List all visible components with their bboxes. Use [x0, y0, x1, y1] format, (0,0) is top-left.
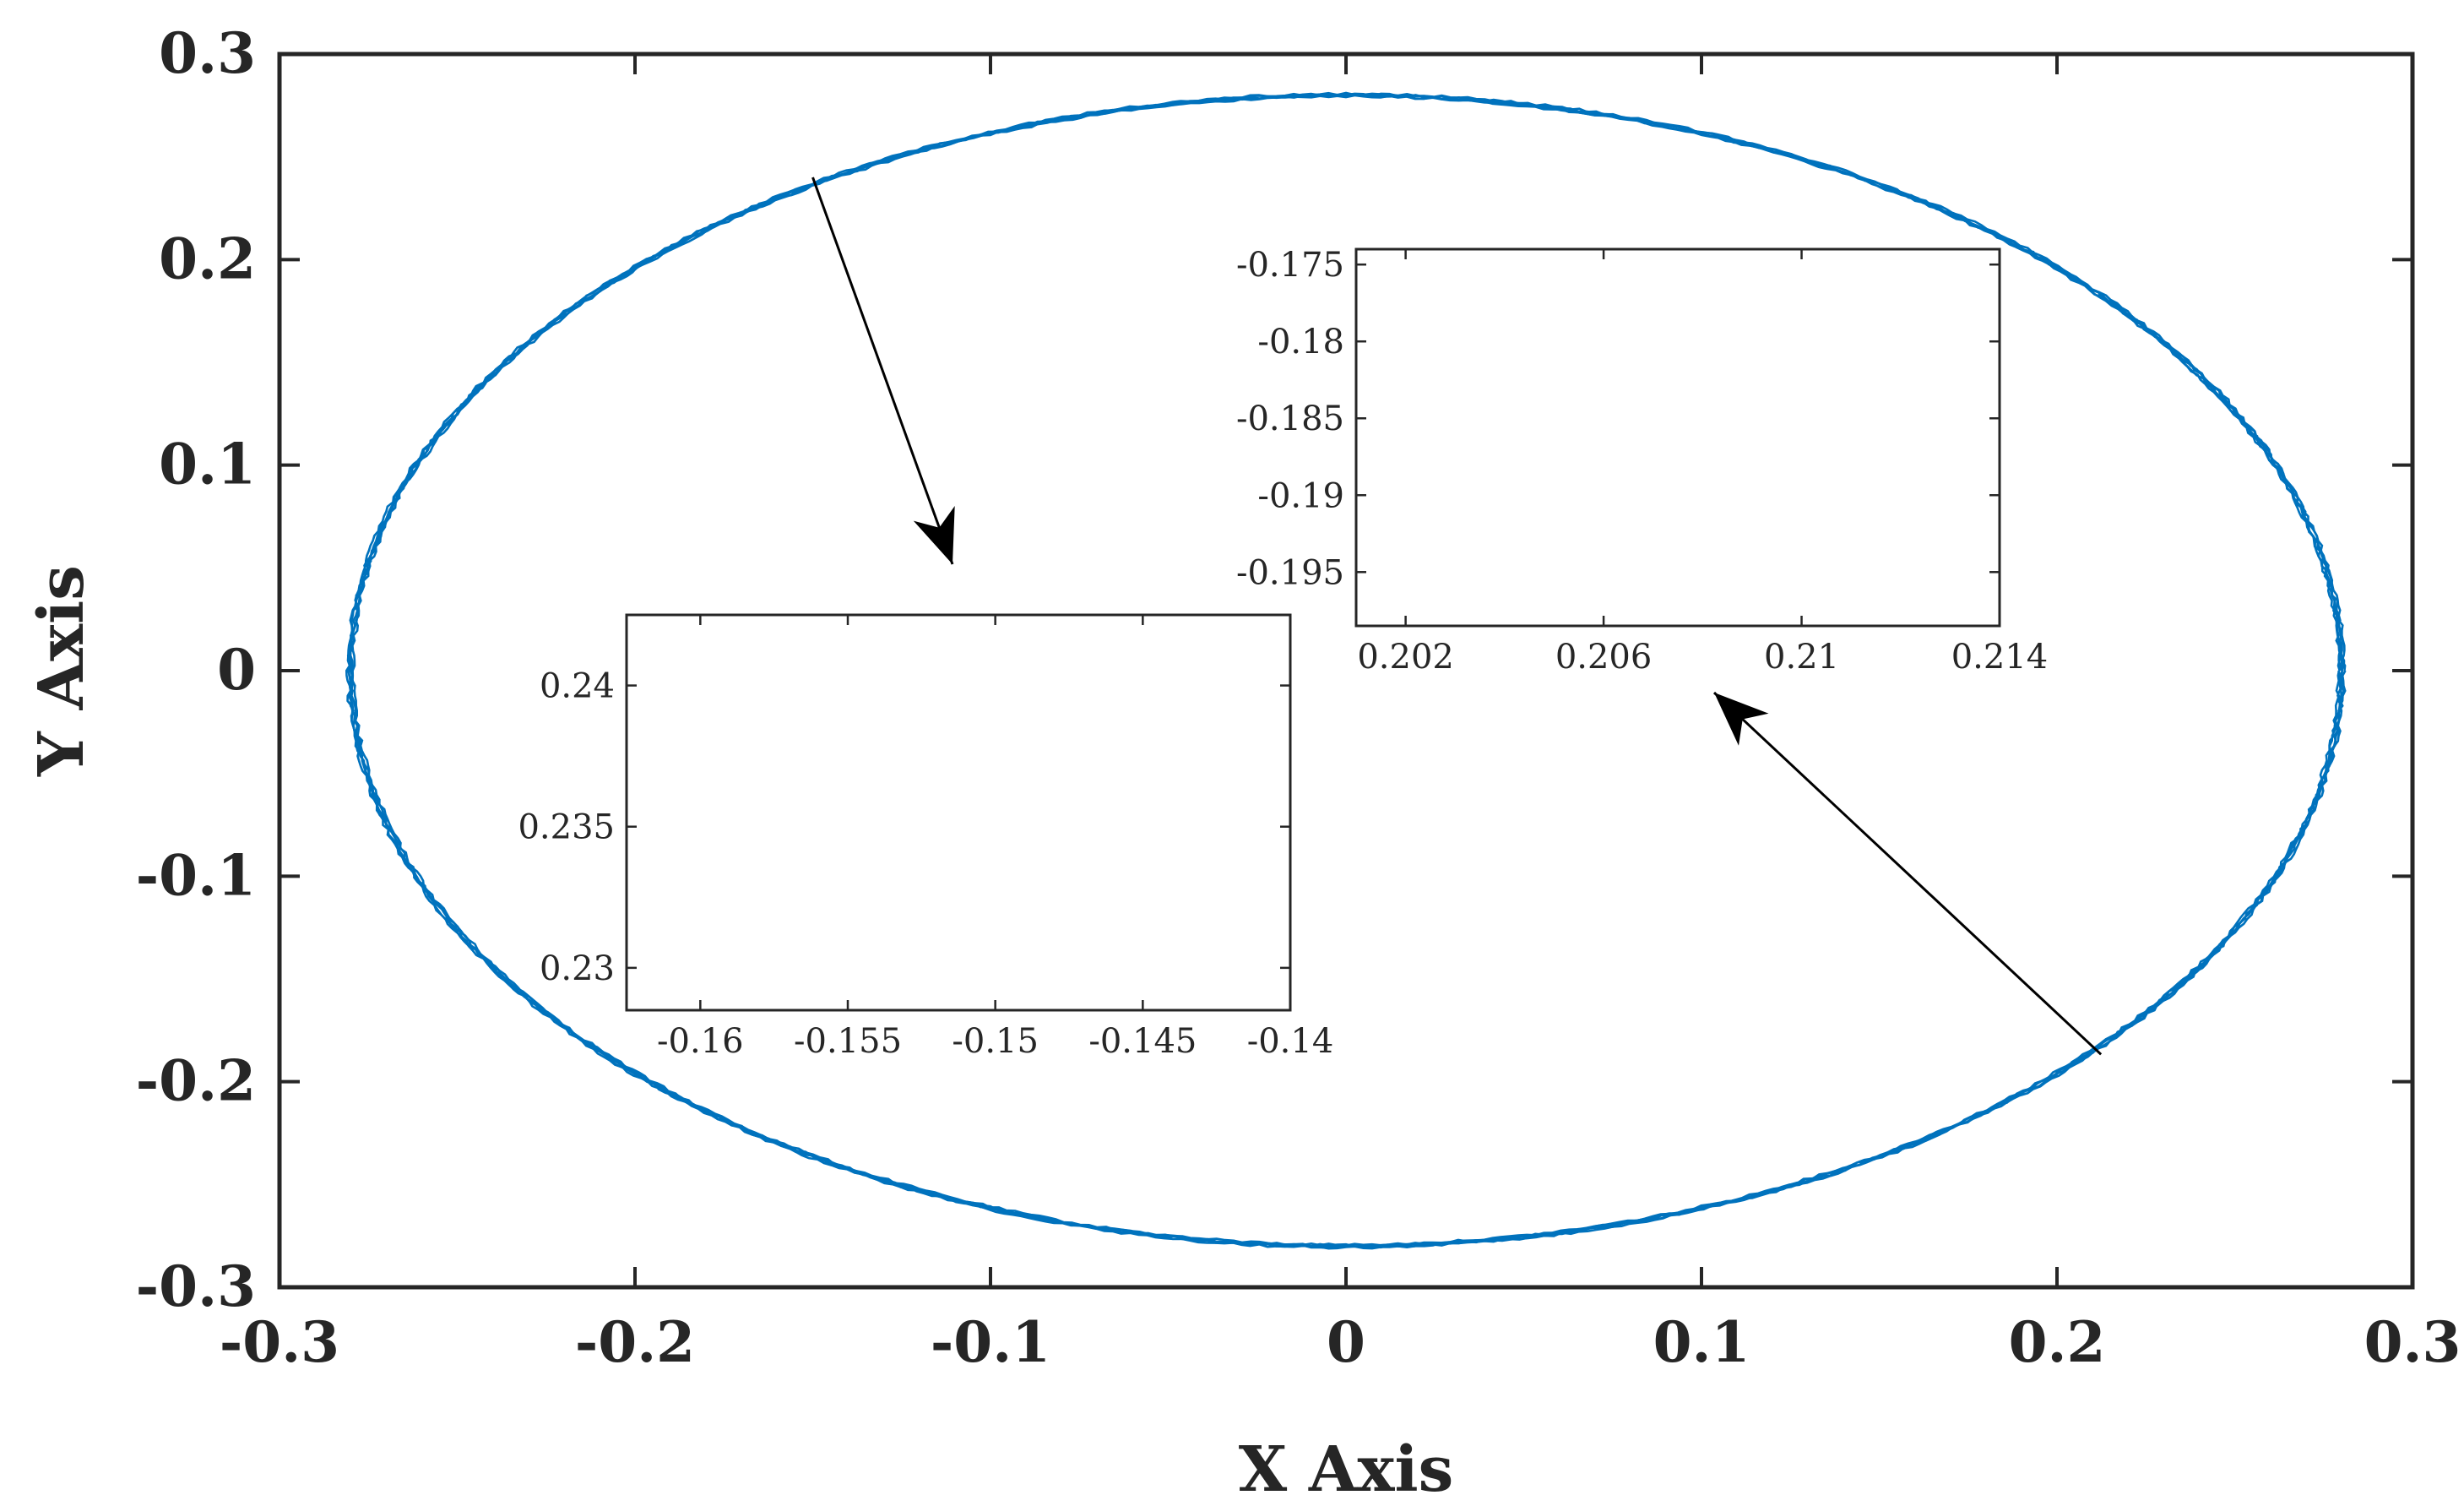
- inset-lower-left: -0.16 -0.155 -0.15 -0.145 -0.14 0.23 0.235 0.24: [518, 613, 1334, 1061]
- inset-y-tick-label: -0.19: [1257, 476, 1344, 515]
- y-axis-label: Y Axis: [25, 565, 98, 777]
- y-tick-label: 0.3: [159, 20, 256, 86]
- inset-frame: [1354, 247, 2001, 628]
- x-tick-label: 0.2: [2009, 1309, 2106, 1375]
- inset-y-tick-label: -0.195: [1236, 553, 1344, 592]
- inset-x-tick-label: -0.14: [1247, 1022, 1334, 1061]
- trajectory-loop: [345, 91, 2347, 1250]
- x-tick-label: -0.1: [931, 1309, 1050, 1375]
- inset-y-tick-label: -0.18: [1257, 323, 1344, 362]
- main-trajectory-trace: [345, 91, 2347, 1250]
- inset-x-tick-label: 0.206: [1555, 638, 1653, 677]
- x-tick-label: -0.2: [575, 1309, 695, 1375]
- inset-upper-right: 0.202 0.206 0.21 0.214 -0.195 -0.19 -0.185 -0.1…: [1236, 246, 2049, 677]
- y-tick-label: -0.1: [136, 842, 256, 908]
- zoom-arrow-line: [811, 177, 954, 565]
- zoom-arrow-head: [913, 506, 955, 564]
- inset-y-tick-label: 0.23: [540, 949, 615, 988]
- y-tick-label: 0: [217, 637, 256, 703]
- x-tick-label: 0.1: [1653, 1309, 1750, 1375]
- inset-y-tick-label: -0.185: [1236, 400, 1344, 438]
- inset-x-tick-label: 0.202: [1357, 638, 1454, 677]
- inset-y-tick-label: 0.24: [540, 667, 615, 706]
- y-tick-label: -0.2: [136, 1048, 256, 1114]
- inset-x-tick-label: 0.21: [1764, 638, 1839, 677]
- inset-x-tick-label: 0.214: [1951, 638, 2049, 677]
- inset-x-tick-label: -0.16: [657, 1022, 744, 1061]
- inset-x-tick-label: -0.145: [1088, 1022, 1197, 1061]
- y-tick-label: -0.3: [136, 1253, 256, 1319]
- zoom-arrow-line: [1712, 691, 2103, 1056]
- y-tick-label: 0.2: [159, 226, 256, 291]
- main-x-ticks: -0.3 -0.2 -0.1 0 0.1 0.2 0.3: [220, 54, 2461, 1375]
- zoom-arrows: [811, 177, 2103, 1056]
- x-tick-label: 0.3: [2364, 1309, 2461, 1375]
- zoom-arrow-head: [1714, 693, 1769, 746]
- x-tick-label: 0: [1327, 1309, 1365, 1375]
- x-axis-label: X Axis: [1239, 1433, 1453, 1506]
- main-axes: -0.3 -0.2 -0.1 0 0.1 0.2 0.3 -0.3 -0.2 -0.1 0 0.1 0…: [25, 20, 2461, 1506]
- main-y-ticks: -0.3 -0.2 -0.1 0 0.1 0.2 0.3: [136, 20, 2412, 1319]
- y-tick-label: 0.1: [159, 432, 256, 497]
- x-tick-label: -0.3: [220, 1309, 339, 1375]
- inset-x-tick-label: -0.15: [952, 1022, 1039, 1061]
- inset-y-tick-label: 0.235: [518, 808, 615, 847]
- inset-frame: [625, 613, 1292, 1012]
- inset-y-tick-label: -0.175: [1236, 246, 1344, 285]
- inset-x-tick-label: -0.155: [794, 1022, 902, 1061]
